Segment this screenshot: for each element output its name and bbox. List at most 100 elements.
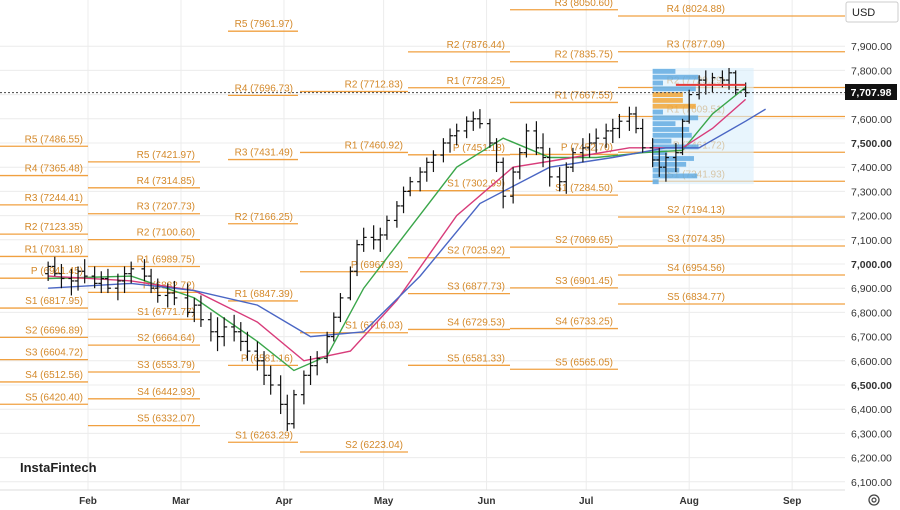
moving-average-line bbox=[48, 86, 747, 372]
price-bar bbox=[563, 162, 570, 194]
price-bar bbox=[493, 138, 500, 173]
price-bar bbox=[244, 331, 251, 361]
month-tick-label: Feb bbox=[79, 496, 97, 507]
pivot-label: R1 (6847.39) bbox=[235, 289, 293, 300]
price-tick-label: 6,300.00 bbox=[851, 428, 892, 440]
price-bar bbox=[191, 297, 198, 323]
price-axis: 6,100.00 6,200.00 6,300.00 6,400.00 6,500.00… bbox=[845, 0, 900, 510]
price-bar bbox=[662, 152, 669, 182]
price-bar bbox=[277, 375, 284, 415]
price-bar bbox=[626, 106, 633, 131]
pivot-label: S5 (6420.40) bbox=[25, 392, 83, 403]
pivot-label: S3 (6604.72) bbox=[25, 348, 83, 359]
pivot-label: R4 (7314.85) bbox=[137, 176, 195, 187]
price-bar bbox=[696, 75, 703, 100]
price-bar bbox=[214, 317, 221, 352]
price-bar bbox=[171, 280, 178, 306]
pivot-label: R2 (7835.75) bbox=[555, 50, 613, 61]
profile-bar bbox=[652, 150, 668, 156]
pivot-label: R2 (7166.25) bbox=[235, 212, 293, 223]
price-bar bbox=[121, 266, 128, 294]
pivot-label: P (6581.16) bbox=[241, 353, 293, 364]
price-bar bbox=[639, 118, 646, 153]
price-bar bbox=[360, 227, 367, 252]
pivot-label: P (6967.93) bbox=[351, 260, 403, 271]
price-bar bbox=[603, 123, 610, 148]
price-tick-label: 7,100.00 bbox=[851, 235, 892, 247]
pivot-label: S1 (6771.77) bbox=[137, 307, 195, 318]
price-bar bbox=[516, 147, 523, 180]
price-tick-label: 6,400.00 bbox=[851, 404, 892, 416]
price-bar bbox=[470, 111, 477, 131]
price-bar bbox=[370, 225, 377, 250]
price-bar bbox=[732, 70, 739, 95]
price-tick-label: 7,300.00 bbox=[851, 186, 892, 198]
pivot-label: S5 (6565.05) bbox=[555, 357, 613, 368]
price-bar bbox=[290, 389, 297, 429]
price-bar bbox=[726, 67, 733, 90]
price-bar bbox=[75, 266, 82, 291]
brand-logo: InstaFintech bbox=[20, 460, 97, 475]
pivot-label: R4 (7365.48) bbox=[25, 164, 83, 175]
price-bar bbox=[284, 394, 291, 431]
profile-bar bbox=[652, 156, 694, 161]
price-tick-label: 6,600.00 bbox=[851, 356, 892, 368]
pivot-label: R2 (7123.35) bbox=[25, 222, 83, 233]
pivot-label: R1 (7460.92) bbox=[345, 140, 403, 151]
pivot-label: S4 (6733.25) bbox=[555, 317, 613, 328]
pivot-label: R2 (7712.83) bbox=[345, 79, 403, 90]
price-bar bbox=[486, 118, 493, 148]
moving-averages bbox=[48, 86, 766, 372]
price-bar bbox=[593, 128, 600, 153]
price-tick-label: 6,800.00 bbox=[851, 307, 892, 319]
pivot-label: S4 (6512.56) bbox=[25, 370, 83, 381]
pivot-label: S3 (6901.45) bbox=[555, 276, 613, 287]
settings-icon[interactable] bbox=[868, 494, 880, 506]
price-bar bbox=[347, 266, 354, 301]
pivot-label: R1 (7031.18) bbox=[25, 244, 83, 255]
pivot-label: S4 (6954.56) bbox=[667, 263, 725, 274]
pivot-label: R2 (7100.60) bbox=[137, 228, 195, 239]
profile-bar bbox=[652, 68, 676, 74]
profile-bar bbox=[652, 132, 692, 138]
month-tick-label: Sep bbox=[783, 496, 801, 507]
price-bar bbox=[141, 259, 148, 281]
price-bar bbox=[633, 106, 640, 134]
price-tick-label: 6,100.00 bbox=[851, 477, 892, 489]
profile-bar bbox=[652, 173, 698, 179]
pivot-label: S1 (6817.95) bbox=[25, 296, 83, 307]
current-price-tag bbox=[845, 84, 897, 100]
price-bar bbox=[417, 167, 424, 192]
pivot-label: R1 (7667.55) bbox=[555, 90, 613, 101]
price-bar bbox=[58, 264, 65, 289]
pivot-label: R3 (8050.60) bbox=[555, 0, 613, 9]
price-bar bbox=[672, 143, 679, 173]
pivot-label: S5 (6581.33) bbox=[447, 353, 505, 364]
profile-bar bbox=[652, 86, 696, 92]
price-bar bbox=[523, 123, 530, 158]
price-bar bbox=[261, 351, 268, 385]
profile-bar bbox=[652, 80, 663, 86]
pivot-label: S2 (6664.64) bbox=[137, 333, 195, 344]
pivot-label: S3 (6877.73) bbox=[447, 282, 505, 293]
price-bar bbox=[609, 118, 616, 143]
month-tick-label: Aug bbox=[679, 496, 698, 507]
pivot-label: R1 (7728.25) bbox=[447, 76, 505, 87]
price-bar bbox=[586, 133, 593, 158]
price-bar bbox=[91, 266, 98, 289]
time-axis: Feb Mar Apr May Jun Jul Aug Sep bbox=[0, 489, 845, 510]
price-bar bbox=[510, 167, 517, 204]
price-bar bbox=[686, 89, 693, 124]
currency-selector[interactable] bbox=[845, 1, 899, 23]
price-bar bbox=[383, 215, 390, 240]
price-bar bbox=[314, 351, 321, 376]
price-bar bbox=[679, 118, 686, 156]
pivot-label: P (6941.45) bbox=[31, 266, 83, 277]
profile-bar bbox=[652, 98, 683, 103]
profile-bar bbox=[652, 92, 683, 98]
price-bar bbox=[184, 283, 191, 318]
pivot-label: P (6882.72) bbox=[143, 280, 195, 291]
profile-bar bbox=[652, 109, 663, 115]
profile-bar bbox=[652, 74, 699, 80]
